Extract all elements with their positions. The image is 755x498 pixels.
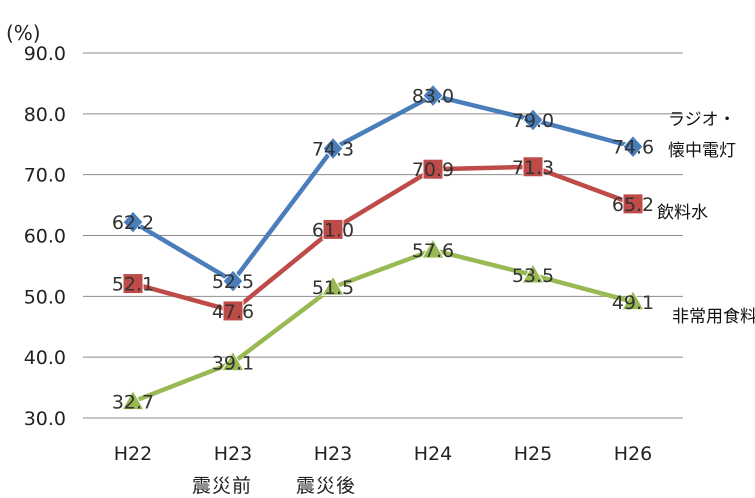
y-tick-label: 40.0 bbox=[24, 347, 66, 369]
data-label-water: 70.9 bbox=[412, 159, 454, 181]
data-point-water bbox=[122, 273, 144, 295]
data-label-food: 53.5 bbox=[512, 265, 554, 287]
data-labels-group: 62.2 52.5 74.3 83.0 79.0 74.6 52.1 47.6 61.0 70.9… bbox=[112, 86, 654, 414]
x-tick-label: H26 bbox=[614, 443, 652, 465]
x-tick-label: H25 bbox=[514, 443, 552, 465]
data-point-radio bbox=[222, 269, 244, 293]
y-unit-label: (%) bbox=[6, 21, 41, 45]
series-line-food bbox=[130, 247, 636, 404]
series-name-water: 飲料水 bbox=[657, 203, 708, 223]
data-label-food: 51.5 bbox=[312, 277, 354, 299]
data-point-food bbox=[221, 350, 245, 372]
data-point-water bbox=[222, 300, 244, 322]
data-point-water bbox=[322, 218, 344, 240]
y-tick-label: 70.0 bbox=[24, 165, 66, 187]
data-label-water: 61.0 bbox=[312, 219, 354, 241]
data-point-radio bbox=[522, 108, 544, 132]
data-label-food: 32.7 bbox=[112, 392, 154, 414]
x-tick-label: H23 bbox=[314, 443, 352, 465]
data-label-water: 52.1 bbox=[112, 274, 154, 296]
y-tick-label: 90.0 bbox=[24, 43, 66, 65]
data-label-radio: 74.6 bbox=[612, 137, 654, 159]
data-label-radio: 62.2 bbox=[112, 212, 154, 234]
data-label-water: 71.3 bbox=[512, 157, 554, 179]
gridlines bbox=[83, 52, 683, 419]
y-tick-label: 80.0 bbox=[24, 104, 66, 126]
series-name-food: 非常用食料 bbox=[672, 307, 755, 327]
data-point-radio bbox=[422, 83, 444, 108]
x-tick-label: H24 bbox=[414, 443, 452, 465]
x-tick-label: H23 bbox=[214, 443, 252, 465]
data-point-food bbox=[421, 238, 445, 259]
series-line-radio bbox=[130, 93, 636, 284]
data-label-food: 39.1 bbox=[212, 353, 254, 375]
data-label-radio: 83.0 bbox=[412, 86, 454, 108]
x-axis: 震災前 震災後 H22 H23 H23 H24 H25 H26 bbox=[114, 443, 652, 497]
series-name-radio: ラジオ・ bbox=[668, 110, 736, 130]
data-point-water bbox=[622, 193, 644, 215]
series-line-water bbox=[130, 164, 636, 314]
series-group bbox=[121, 83, 645, 411]
data-label-food: 49.1 bbox=[612, 292, 654, 314]
data-label-water: 47.6 bbox=[212, 301, 254, 323]
data-label-radio: 74.3 bbox=[312, 139, 354, 161]
data-label-food: 57.6 bbox=[412, 240, 454, 262]
y-tick-label: 60.0 bbox=[24, 226, 66, 248]
x-tick-label: H22 bbox=[114, 443, 152, 465]
data-point-radio bbox=[622, 134, 644, 159]
data-label-radio: 52.5 bbox=[212, 271, 254, 293]
data-point-food bbox=[521, 263, 545, 284]
data-point-water bbox=[522, 156, 544, 178]
series-name-radio: 懐中電灯 bbox=[668, 141, 736, 161]
y-tick-label: 30.0 bbox=[24, 408, 66, 430]
data-point-radio bbox=[122, 210, 144, 234]
data-point-radio bbox=[322, 136, 344, 161]
x-sub-label-before: 震災前 bbox=[192, 475, 252, 497]
data-label-radio: 79.0 bbox=[512, 110, 554, 132]
y-tick-label: 50.0 bbox=[24, 286, 66, 308]
data-label-water: 65.2 bbox=[612, 194, 654, 216]
y-axis: (%) 30.0 40.0 50.0 60.0 70.0 80.0 90.0 bbox=[6, 21, 66, 430]
data-point-food bbox=[621, 289, 645, 311]
data-point-food bbox=[321, 275, 345, 296]
data-point-food bbox=[121, 389, 145, 411]
x-sub-label-after: 震災後 bbox=[296, 475, 356, 497]
data-point-water bbox=[422, 158, 444, 180]
